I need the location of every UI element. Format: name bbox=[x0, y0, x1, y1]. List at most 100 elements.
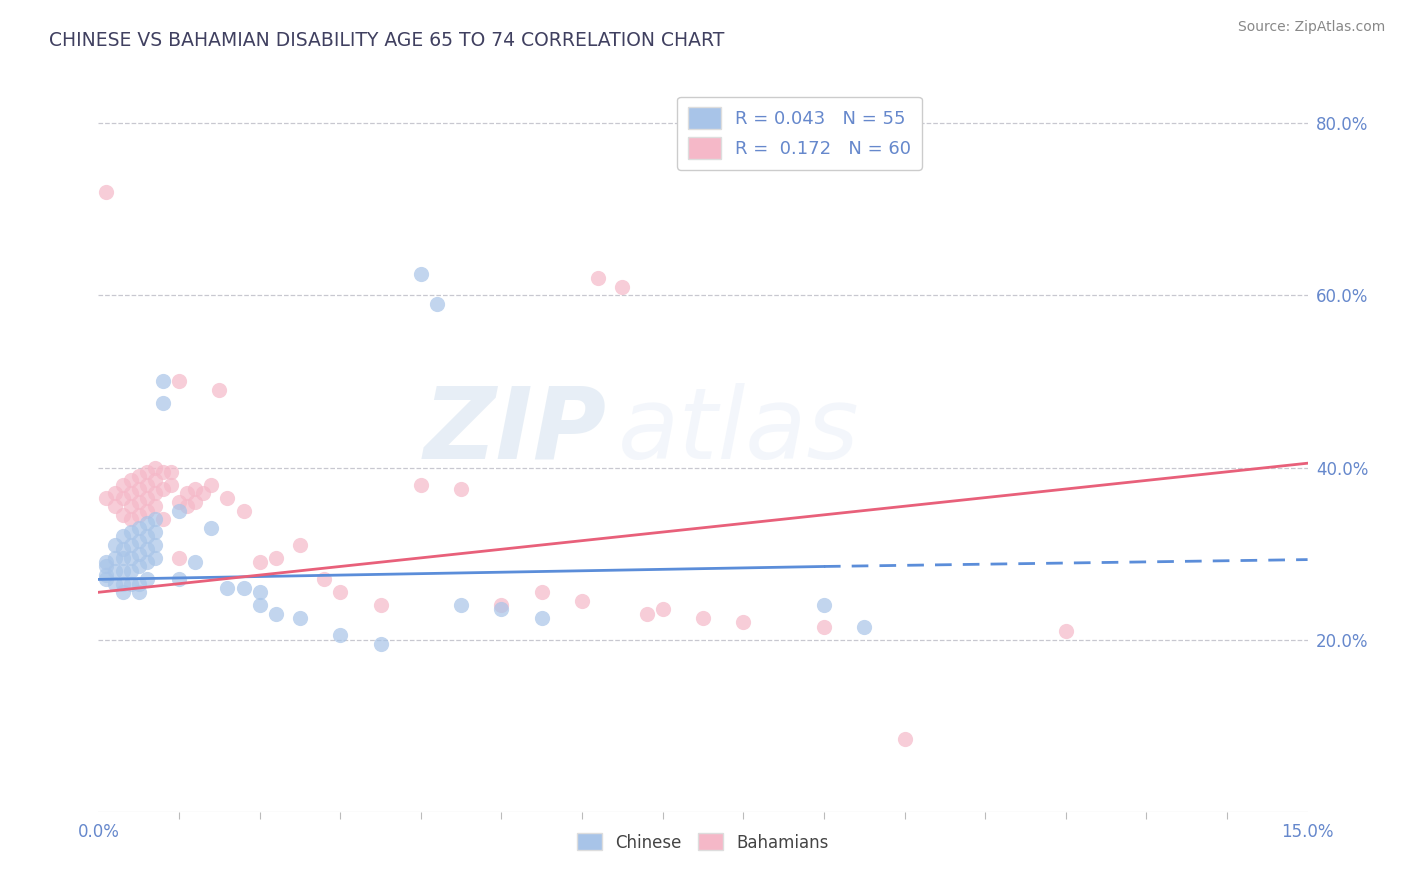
Point bbox=[103, 538, 125, 552]
Point bbox=[208, 383, 231, 397]
Point bbox=[135, 542, 157, 557]
Point bbox=[450, 482, 472, 496]
Point bbox=[184, 495, 207, 509]
Point bbox=[143, 550, 166, 565]
Point bbox=[636, 607, 658, 621]
Point bbox=[111, 550, 134, 565]
Point bbox=[111, 491, 134, 505]
Point bbox=[184, 555, 207, 569]
Point bbox=[1054, 624, 1077, 638]
Point bbox=[370, 598, 392, 612]
Point bbox=[200, 477, 222, 491]
Point bbox=[143, 486, 166, 500]
Point bbox=[120, 486, 142, 500]
Point bbox=[111, 576, 134, 591]
Point bbox=[111, 542, 134, 557]
Text: atlas: atlas bbox=[619, 383, 860, 480]
Point bbox=[128, 482, 150, 496]
Point bbox=[103, 550, 125, 565]
Point bbox=[232, 503, 254, 517]
Point bbox=[128, 521, 150, 535]
Point bbox=[491, 598, 513, 612]
Point bbox=[143, 500, 166, 514]
Point bbox=[329, 628, 352, 642]
Point bbox=[530, 585, 553, 599]
Point bbox=[96, 559, 118, 574]
Point bbox=[491, 602, 513, 616]
Point bbox=[530, 611, 553, 625]
Point bbox=[120, 500, 142, 514]
Point bbox=[249, 585, 271, 599]
Point bbox=[160, 465, 183, 479]
Point bbox=[111, 564, 134, 578]
Point bbox=[128, 469, 150, 483]
Point bbox=[128, 576, 150, 591]
Point bbox=[167, 495, 190, 509]
Point bbox=[813, 598, 835, 612]
Point bbox=[103, 576, 125, 591]
Point bbox=[135, 465, 157, 479]
Point bbox=[128, 533, 150, 548]
Point bbox=[288, 538, 311, 552]
Point bbox=[120, 524, 142, 539]
Point bbox=[111, 477, 134, 491]
Point bbox=[167, 375, 190, 389]
Point bbox=[96, 491, 118, 505]
Point bbox=[217, 581, 239, 595]
Point bbox=[167, 503, 190, 517]
Point bbox=[111, 508, 134, 522]
Point bbox=[120, 474, 142, 488]
Point bbox=[152, 396, 174, 410]
Point bbox=[120, 550, 142, 565]
Point bbox=[135, 573, 157, 587]
Point bbox=[135, 503, 157, 517]
Point bbox=[249, 598, 271, 612]
Point bbox=[200, 521, 222, 535]
Point bbox=[143, 474, 166, 488]
Point bbox=[184, 482, 207, 496]
Point bbox=[167, 573, 190, 587]
Point bbox=[135, 477, 157, 491]
Point bbox=[176, 500, 198, 514]
Point bbox=[128, 495, 150, 509]
Point bbox=[853, 620, 876, 634]
Text: ZIP: ZIP bbox=[423, 383, 606, 480]
Point bbox=[128, 559, 150, 574]
Point bbox=[571, 594, 593, 608]
Point bbox=[152, 482, 174, 496]
Point bbox=[128, 508, 150, 522]
Point bbox=[152, 375, 174, 389]
Point bbox=[111, 585, 134, 599]
Point bbox=[96, 555, 118, 569]
Point bbox=[733, 615, 755, 630]
Point bbox=[249, 555, 271, 569]
Point bbox=[143, 512, 166, 526]
Point bbox=[143, 538, 166, 552]
Point bbox=[143, 460, 166, 475]
Text: CHINESE VS BAHAMIAN DISABILITY AGE 65 TO 74 CORRELATION CHART: CHINESE VS BAHAMIAN DISABILITY AGE 65 TO… bbox=[49, 31, 724, 50]
Point bbox=[103, 486, 125, 500]
Point bbox=[409, 267, 432, 281]
Point bbox=[232, 581, 254, 595]
Point bbox=[135, 516, 157, 531]
Point bbox=[217, 491, 239, 505]
Point bbox=[651, 602, 673, 616]
Point bbox=[329, 585, 352, 599]
Point bbox=[288, 611, 311, 625]
Point bbox=[426, 297, 449, 311]
Point bbox=[120, 512, 142, 526]
Point bbox=[103, 564, 125, 578]
Point bbox=[120, 576, 142, 591]
Point bbox=[143, 524, 166, 539]
Point bbox=[120, 538, 142, 552]
Point bbox=[612, 280, 634, 294]
Point bbox=[128, 585, 150, 599]
Point bbox=[193, 486, 215, 500]
Point bbox=[314, 573, 336, 587]
Point bbox=[152, 512, 174, 526]
Point bbox=[893, 731, 915, 746]
Point bbox=[450, 598, 472, 612]
Point bbox=[160, 477, 183, 491]
Text: Source: ZipAtlas.com: Source: ZipAtlas.com bbox=[1237, 20, 1385, 34]
Point bbox=[409, 477, 432, 491]
